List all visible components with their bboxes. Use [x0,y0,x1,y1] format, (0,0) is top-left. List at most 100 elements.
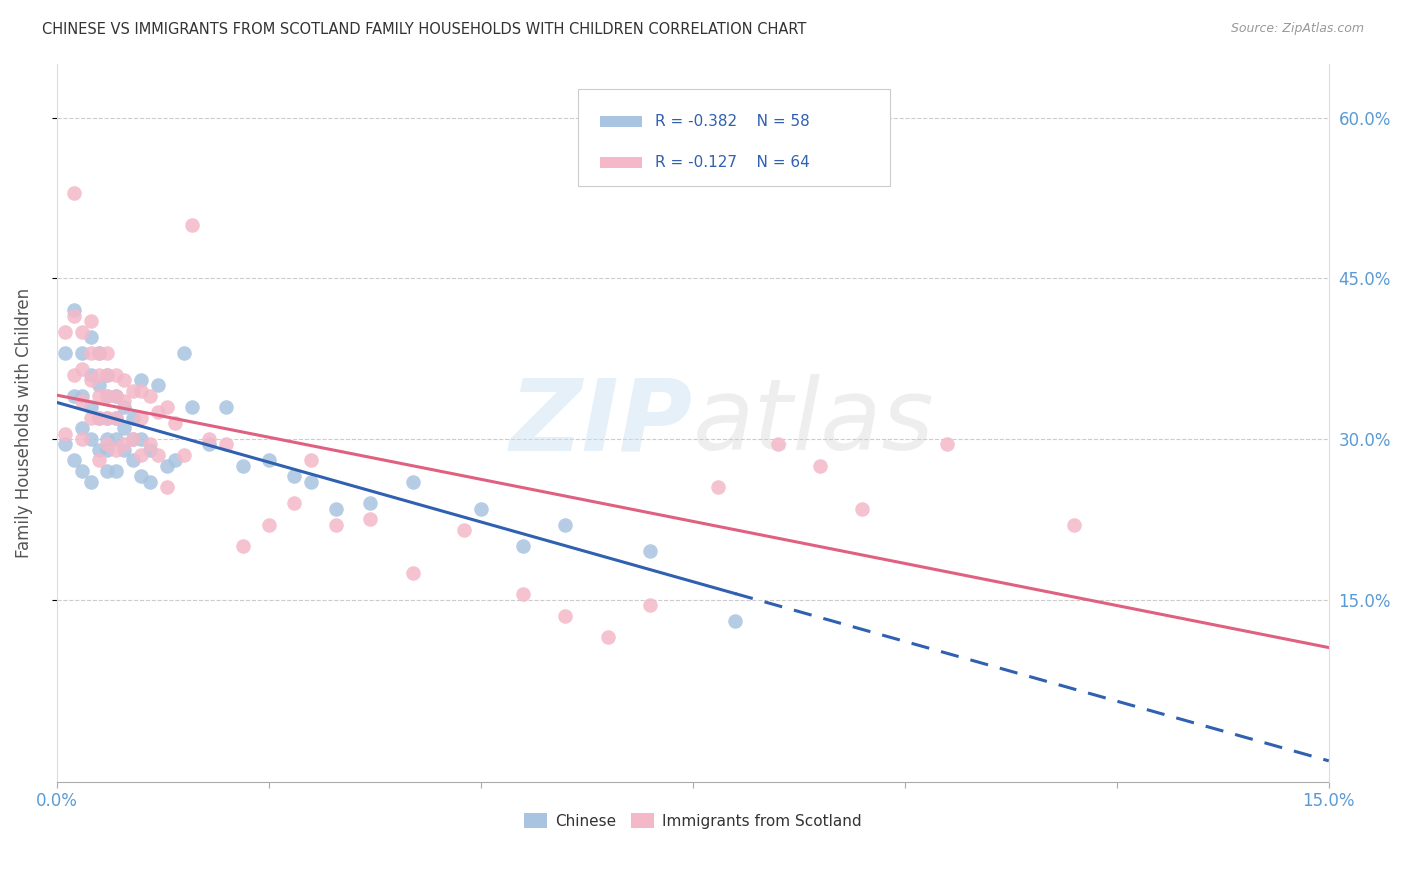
Point [283,469,305,483]
Point [554,517,576,532]
Point [131,410,153,425]
Point [87,453,110,467]
FancyBboxPatch shape [600,157,641,169]
Point [62,389,84,403]
Point [131,448,153,462]
Point [165,453,187,467]
Point [79,410,101,425]
Point [62,368,84,382]
Point [96,410,118,425]
Legend: Chinese, Immigrants from Scotland: Chinese, Immigrants from Scotland [517,807,868,835]
Point [79,475,101,489]
Point [79,330,101,344]
Point [156,480,179,494]
Point [402,566,425,580]
Point [96,368,118,382]
Text: atlas: atlas [693,375,935,471]
Point [139,442,162,457]
Point [87,378,110,392]
Point [79,432,101,446]
Point [70,394,93,409]
Point [114,437,136,451]
Point [70,432,93,446]
Point [79,373,101,387]
Point [640,544,662,558]
Y-axis label: Family Households with Children: Family Households with Children [15,288,32,558]
Point [70,325,93,339]
Point [766,437,789,451]
Point [325,501,347,516]
Point [114,421,136,435]
Point [156,400,179,414]
Point [96,410,118,425]
Point [554,608,576,623]
Point [131,384,153,398]
Point [139,437,162,451]
Point [104,389,127,403]
Point [122,384,145,398]
Point [139,389,162,403]
Point [122,453,145,467]
Point [79,314,101,328]
Point [96,432,118,446]
Point [453,523,475,537]
Point [215,437,238,451]
Point [70,389,93,403]
Point [96,437,118,451]
Point [299,453,322,467]
Point [148,448,170,462]
Point [70,464,93,478]
FancyBboxPatch shape [578,89,890,186]
Point [70,346,93,360]
Point [79,346,101,360]
Point [87,389,110,403]
Point [640,598,662,612]
Point [148,405,170,419]
Point [53,437,76,451]
Text: ZIP: ZIP [510,375,693,471]
Point [62,303,84,318]
Text: R = -0.382    N = 58: R = -0.382 N = 58 [655,114,810,129]
Point [96,368,118,382]
Point [198,432,221,446]
Point [283,496,305,510]
Point [173,448,195,462]
Point [299,475,322,489]
Point [851,501,873,516]
Point [62,453,84,467]
Point [232,458,254,473]
Point [104,368,127,382]
Point [122,432,145,446]
Point [114,442,136,457]
Point [122,432,145,446]
Point [87,346,110,360]
Point [198,437,221,451]
Point [70,421,93,435]
Point [596,630,619,644]
Point [512,587,534,601]
Point [96,346,118,360]
Point [104,442,127,457]
Point [87,368,110,382]
Point [114,400,136,414]
Point [148,378,170,392]
Point [87,410,110,425]
Point [808,458,831,473]
Point [96,389,118,403]
Point [131,432,153,446]
Point [512,539,534,553]
Point [173,346,195,360]
Point [96,464,118,478]
Text: Source: ZipAtlas.com: Source: ZipAtlas.com [1230,22,1364,36]
Point [139,475,162,489]
Point [122,410,145,425]
Point [87,442,110,457]
Point [232,539,254,553]
Point [181,400,204,414]
Point [87,346,110,360]
Point [53,346,76,360]
Point [114,373,136,387]
Point [53,325,76,339]
Point [62,309,84,323]
Point [70,362,93,376]
